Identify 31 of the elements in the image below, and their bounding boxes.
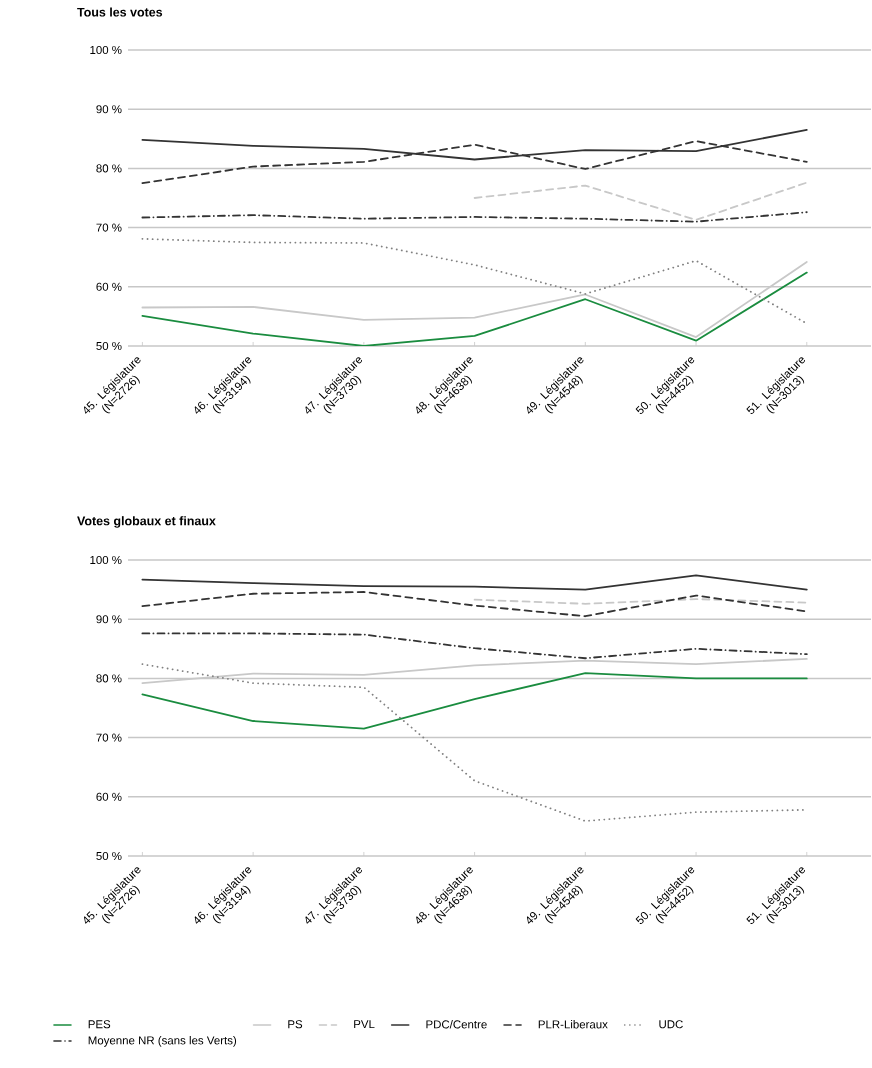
chart-title: Tous les votes — [77, 7, 163, 17]
line-series — [473, 181, 808, 221]
y-tick-label: 50 % — [96, 341, 122, 351]
y-tick-label: 60 % — [96, 282, 122, 291]
line-series — [141, 672, 808, 730]
legend-label: PVL — [354, 1020, 375, 1029]
y-tick-label: 50 % — [96, 851, 122, 861]
line-series — [141, 632, 808, 660]
y-tick-label: 90 % — [96, 615, 122, 624]
line-series — [141, 657, 808, 685]
chart-title: Votes globaux et finaux — [77, 516, 216, 528]
legend-label: PES — [88, 1020, 111, 1029]
y-tick-label: 60 % — [96, 792, 122, 801]
y-tick-label: 100 % — [90, 45, 122, 55]
legend-label: PS — [288, 1020, 303, 1029]
y-tick-label: 100 % — [90, 555, 122, 565]
line-series — [141, 271, 808, 346]
line-series — [141, 574, 808, 591]
line-series — [141, 261, 808, 339]
y-tick-label: 70 % — [96, 223, 122, 232]
y-tick-label: 70 % — [96, 733, 122, 742]
legend-label: PLR-Liberaux — [538, 1020, 608, 1029]
legend-label: PDC/Centre — [426, 1020, 487, 1029]
y-tick-label: 80 % — [96, 674, 122, 683]
y-tick-label: 80 % — [96, 164, 122, 173]
line-series — [141, 237, 808, 325]
line-series — [141, 211, 808, 223]
legend-label: UDC — [659, 1020, 683, 1029]
y-tick-label: 90 % — [96, 105, 122, 114]
legend-label: Moyenne NR (sans les Verts) — [88, 1036, 237, 1047]
line-series — [141, 591, 808, 618]
